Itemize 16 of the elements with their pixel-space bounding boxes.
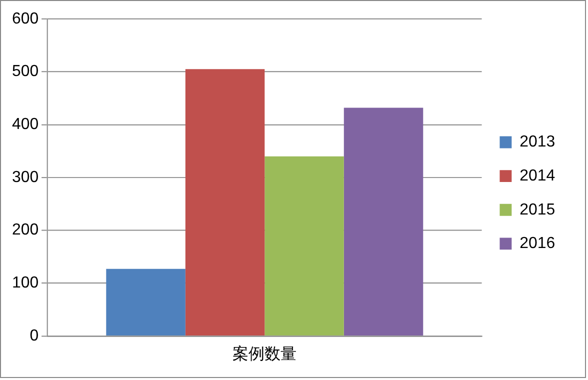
y-tick-label: 0 <box>30 327 39 344</box>
legend-label: 2016 <box>520 235 556 252</box>
bar <box>106 268 186 336</box>
bar <box>264 156 344 336</box>
x-tick-label: 案例数量 <box>232 344 297 363</box>
y-tick-label: 300 <box>12 168 39 186</box>
y-tick-label: 200 <box>12 222 39 239</box>
bar <box>185 69 265 336</box>
bar <box>344 108 424 336</box>
legend-label: 2013 <box>520 134 556 151</box>
legend-label: 2014 <box>520 167 556 184</box>
y-tick-label: 100 <box>12 274 39 292</box>
y-tick-label: 400 <box>12 116 39 133</box>
y-tick-label: 500 <box>12 63 39 80</box>
y-tick-label: 600 <box>12 10 39 28</box>
legend-label: 2015 <box>520 201 556 218</box>
